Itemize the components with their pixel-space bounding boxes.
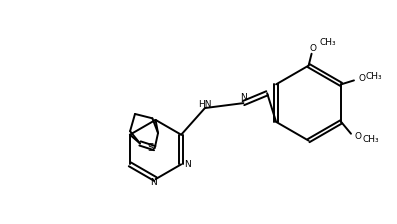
- Text: N: N: [184, 160, 191, 169]
- Text: S: S: [147, 143, 154, 153]
- Text: N: N: [150, 178, 157, 187]
- Text: O: O: [359, 74, 366, 83]
- Text: CH₃: CH₃: [362, 135, 379, 144]
- Text: CH₃: CH₃: [319, 38, 336, 47]
- Text: O: O: [355, 132, 362, 141]
- Text: N: N: [240, 93, 247, 102]
- Text: HN: HN: [198, 100, 212, 109]
- Text: CH₃: CH₃: [365, 72, 382, 82]
- Text: O: O: [309, 44, 316, 53]
